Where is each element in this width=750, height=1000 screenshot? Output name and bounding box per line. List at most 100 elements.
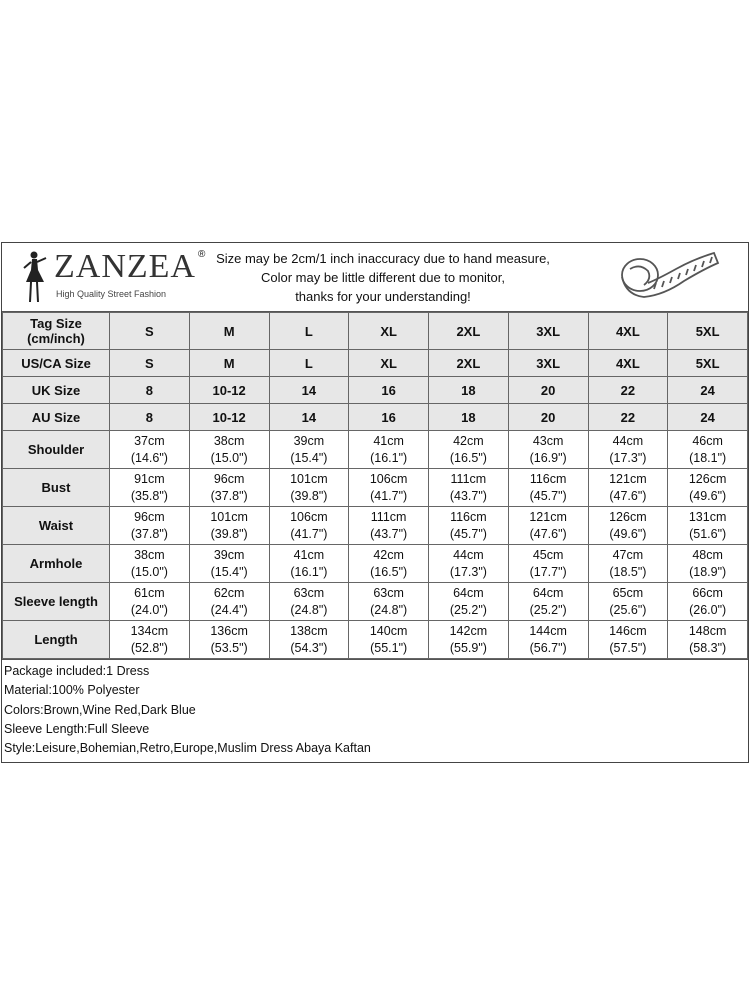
cm-value: 146cm <box>609 623 647 638</box>
size-cell: 22 <box>587 376 669 404</box>
measurement-cell: 44cm (17.3") <box>587 430 669 469</box>
measurement-cell: 42cm (16.5") <box>428 430 509 469</box>
brand-name-row: ZANZEA ® <box>54 249 205 285</box>
inch-value: (43.7") <box>370 526 408 541</box>
size-chart: ZANZEA ® High Quality Street Fashion Siz… <box>1 242 749 764</box>
row-label: Armhole <box>2 544 110 583</box>
measurement-cell: 106cm (41.7") <box>348 468 429 507</box>
measurement-cell: 148cm (58.3") <box>667 620 748 659</box>
measurement-cell: 38cm (15.0") <box>109 544 190 583</box>
cm-value: 96cm <box>134 509 165 524</box>
cm-value: 148cm <box>688 623 727 638</box>
measurement-cell: 91cm (35.8") <box>109 468 190 507</box>
cm-value: 131cm <box>688 509 727 524</box>
cm-value: 101cm <box>210 509 248 524</box>
inch-value: (49.6") <box>609 526 647 541</box>
measurement-cell: 96cm (37.8") <box>109 506 190 545</box>
inch-value: (37.8") <box>210 488 248 503</box>
inch-value: (41.7") <box>290 526 328 541</box>
cm-value: 142cm <box>449 623 488 638</box>
cm-value: 46cm <box>692 433 723 448</box>
measurement-cell: 66cm (26.0") <box>667 582 748 621</box>
size-cell: L <box>268 312 350 350</box>
measurement-row: Length 134cm (52.8") 136cm (53.5") 138cm (54.3… <box>2 620 748 659</box>
cm-value: 106cm <box>369 471 408 486</box>
measurement-cell: 96cm (37.8") <box>188 468 270 507</box>
measurement-cell: 131cm (51.6") <box>667 506 748 545</box>
measuring-tape-icon <box>621 251 720 298</box>
size-cell: 4XL <box>587 349 669 377</box>
detail-sleeve: Sleeve Length:Full Sleeve <box>4 721 150 736</box>
inch-value: (16.1") <box>370 450 408 465</box>
row-label: Shoulder <box>2 430 110 469</box>
measurement-row: Bust 91cm (35.8") 96cm (37.8") 101cm (39.8") 10… <box>2 468 748 507</box>
measurement-cell: 121cm (47.6") <box>507 506 589 545</box>
cm-value: 42cm <box>373 547 404 562</box>
measurement-cell: 37cm (14.6") <box>109 430 190 469</box>
cm-value: 91cm <box>134 471 165 486</box>
inch-value: (55.1") <box>370 640 408 655</box>
size-cell: 20 <box>507 376 589 404</box>
inch-value: (54.3") <box>290 640 328 655</box>
measurement-cell: 106cm (41.7") <box>268 506 350 545</box>
measurement-cell: 39cm (15.4") <box>268 430 350 469</box>
measurement-cell: 64cm (25.2") <box>428 582 509 621</box>
measurement-cell: 39cm (15.4") <box>188 544 270 583</box>
inch-value: (25.6") <box>609 602 647 617</box>
measurement-cell: 65cm (25.6") <box>587 582 669 621</box>
measurement-row: Armhole 38cm (15.0") 39cm (15.4") 41cm (16.1")… <box>2 544 748 583</box>
inch-value: (43.7") <box>449 488 487 503</box>
inch-value: (58.3") <box>689 640 727 655</box>
measurement-cell: 144cm (56.7") <box>507 620 589 659</box>
size-cell: 4XL <box>587 312 669 350</box>
detail-material: Material:100% Polyester <box>4 683 140 698</box>
inch-value: (26.0") <box>689 602 727 617</box>
measurement-row: Shoulder 37cm (14.6") 38cm (15.0") 39cm (15.4"… <box>2 430 748 469</box>
cm-value: 63cm <box>373 585 404 600</box>
row-label: Waist <box>2 506 110 545</box>
measurement-cell: 38cm (15.0") <box>188 430 270 469</box>
cm-value: 111cm <box>450 471 487 486</box>
cm-value: 134cm <box>130 623 169 638</box>
inch-value: (53.5") <box>210 640 248 655</box>
measurement-cell: 126cm (49.6") <box>667 468 748 507</box>
inch-value: (39.8") <box>210 526 248 541</box>
measurement-cell: 41cm (16.1") <box>348 430 429 469</box>
cm-value: 41cm <box>373 433 404 448</box>
measurement-cell: 142cm (55.9") <box>428 620 509 659</box>
row-label: AU Size <box>2 403 110 431</box>
size-cell: 16 <box>348 376 429 404</box>
cm-value: 101cm <box>290 471 328 486</box>
cm-value: 45cm <box>532 547 564 562</box>
size-row: US/CA Size S M L XL 2XL 3XL 4XL 5XL <box>2 349 748 377</box>
measurement-cell: 64cm (25.2") <box>507 582 589 621</box>
measurement-row: Sleeve length 61cm (24.0") 62cm (24.4") 63cm (… <box>2 582 748 621</box>
size-cell: 18 <box>428 376 509 404</box>
row-label: Tag Size (cm/inch) <box>2 312 110 350</box>
inch-value: (18.5") <box>609 564 647 579</box>
measurement-cell: 136cm (53.5") <box>188 620 270 659</box>
inch-value: (14.6") <box>130 450 168 465</box>
detail-style: Style:Leisure,Bohemian,Retro,Europe,Musl… <box>4 741 371 756</box>
measurement-cell: 140cm (55.1") <box>348 620 429 659</box>
inch-value: (15.0") <box>130 564 168 579</box>
inch-value: (39.8") <box>290 488 328 503</box>
measurement-cell: 63cm (24.8") <box>348 582 429 621</box>
size-cell: 3XL <box>507 349 589 377</box>
measurement-cell: 111cm (43.7") <box>348 506 429 545</box>
size-cell: M <box>188 349 270 377</box>
cm-value: 136cm <box>210 623 248 638</box>
measurement-cell: 45cm (17.7") <box>507 544 589 583</box>
notice-line: thanks for your understanding! <box>295 289 471 304</box>
cm-value: 39cm <box>213 547 245 562</box>
measurement-cell: 121cm (47.6") <box>587 468 669 507</box>
cm-value: 140cm <box>369 623 408 638</box>
inch-value: (51.6") <box>689 526 727 541</box>
inch-value: (24.8") <box>370 602 408 617</box>
brand-tagline: High Quality Street Fashion <box>56 289 167 299</box>
inch-value: (16.5") <box>370 564 408 579</box>
inch-value: (24.8") <box>290 602 328 617</box>
inch-value: (16.5") <box>449 450 487 465</box>
size-cell: 14 <box>268 403 350 431</box>
product-details: Package included:1 Dress Material:100% P… <box>2 659 748 762</box>
